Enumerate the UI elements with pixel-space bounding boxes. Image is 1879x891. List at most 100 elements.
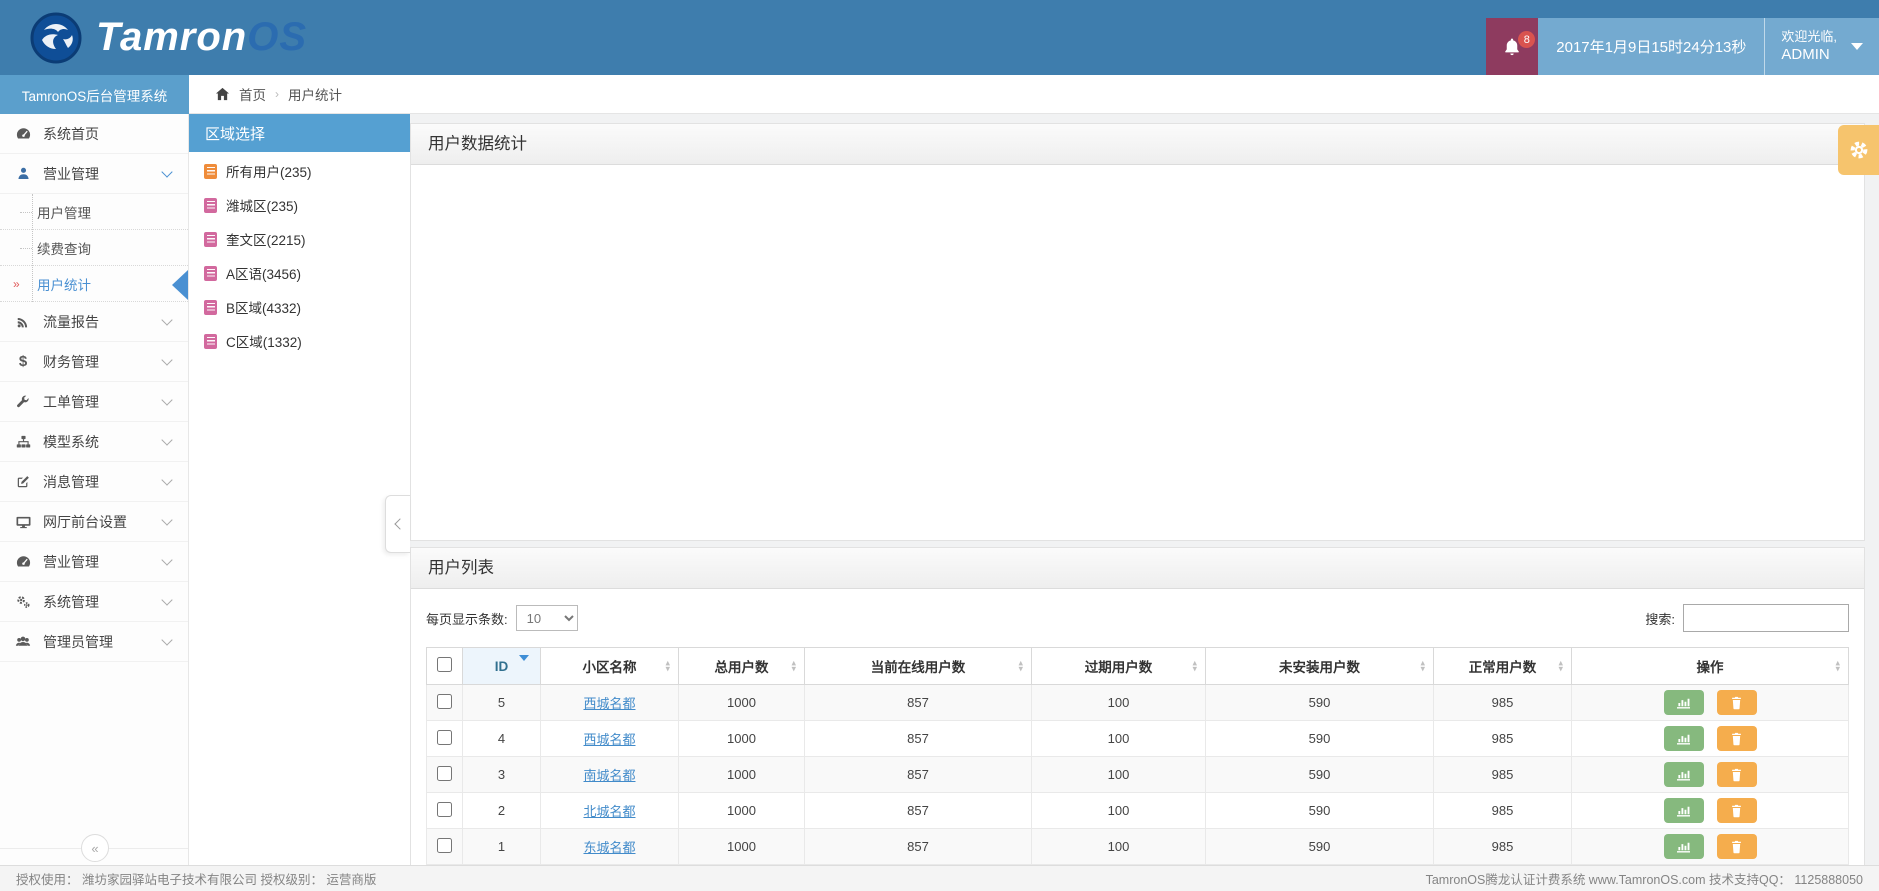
- cell-online: 857: [804, 684, 1032, 721]
- bar-chart-icon: [1677, 842, 1690, 853]
- home-icon[interactable]: [215, 87, 230, 101]
- delete-button[interactable]: [1716, 762, 1757, 787]
- sidebar-collapse-button[interactable]: [81, 834, 109, 862]
- sidebar-item-admins[interactable]: 管理员管理: [0, 622, 188, 662]
- sidebar-item-portal[interactable]: 网厅前台设置: [0, 502, 188, 542]
- delete-button[interactable]: [1716, 726, 1757, 751]
- chevron-down-icon: [161, 514, 173, 526]
- column-header-total[interactable]: 总用户数: [678, 647, 805, 685]
- column-header-name[interactable]: 小区名称: [540, 647, 679, 685]
- row-checkbox[interactable]: [437, 729, 452, 745]
- username-text: ADMIN: [1781, 46, 1830, 64]
- region-item-all-users[interactable]: 所有用户(235): [189, 154, 410, 188]
- sort-icon: [1192, 660, 1197, 671]
- sidebar-item-home[interactable]: 系统首页: [0, 114, 188, 154]
- cell-total: 1000: [678, 720, 805, 757]
- select-all-header[interactable]: [426, 647, 463, 685]
- region-panel: 区域选择 所有用户(235) 潍城区(235) 奎文区(2215) A区语(34…: [189, 114, 410, 865]
- sidebar-item-label: 系统管理: [43, 593, 99, 610]
- building-icon: [204, 265, 217, 281]
- row-checkbox[interactable]: [437, 693, 452, 709]
- delete-button[interactable]: [1716, 834, 1757, 859]
- chevron-down-icon: [161, 434, 173, 446]
- delete-button[interactable]: [1716, 690, 1757, 715]
- footer-license-text: 授权使用： 潍坊家园驿站电子技术有限公司 授权级别： 运营商版: [16, 873, 377, 887]
- sidebar-item-label: 消息管理: [43, 473, 99, 490]
- sidebar-submenu: 用户管理 续费查询 » 用户统计: [0, 194, 188, 302]
- column-header-uninstalled[interactable]: 未安装用户数: [1205, 647, 1434, 685]
- sort-icon: [1558, 660, 1563, 671]
- sidebar-item-label: 营业管理: [43, 553, 99, 570]
- datetime-display: 2017年1月9日15时24分13秒: [1538, 18, 1765, 75]
- region-item-b[interactable]: B区域(4332): [189, 290, 410, 324]
- search-label: 搜索:: [1645, 611, 1675, 627]
- gauge-icon: [14, 126, 32, 141]
- sidebar-item-traffic[interactable]: 流量报告: [0, 302, 188, 342]
- cell-uninstalled: 590: [1205, 828, 1434, 865]
- column-header-id[interactable]: ID: [462, 647, 541, 685]
- view-chart-button[interactable]: [1663, 690, 1704, 715]
- view-chart-button[interactable]: [1663, 834, 1704, 859]
- delete-button[interactable]: [1716, 798, 1757, 823]
- sidebar-item-message[interactable]: 消息管理: [0, 462, 188, 502]
- sidebar-item-label: 财务管理: [43, 353, 99, 370]
- view-chart-button[interactable]: [1663, 726, 1704, 751]
- cell-normal: 985: [1433, 684, 1572, 721]
- user-table: ID 小区名称 总用户数 当前在线用户数: [426, 647, 1849, 865]
- region-item-a[interactable]: A区语(3456): [189, 256, 410, 290]
- region-item-weicheng[interactable]: 潍城区(235): [189, 188, 410, 222]
- notification-count-badge: 8: [1518, 31, 1536, 48]
- column-header-online[interactable]: 当前在线用户数: [804, 647, 1032, 685]
- community-link[interactable]: 西城名都: [583, 696, 636, 711]
- users-icon: [14, 635, 32, 649]
- column-header-normal[interactable]: 正常用户数: [1433, 647, 1572, 685]
- sidebar-item-finance[interactable]: $ 财务管理: [0, 342, 188, 382]
- sidebar-item-model[interactable]: 模型系统: [0, 422, 188, 462]
- globe-logo-icon: [30, 12, 82, 63]
- cell-id: 3: [462, 756, 541, 793]
- sidebar-item-business2[interactable]: 营业管理: [0, 542, 188, 582]
- community-link[interactable]: 南城名都: [583, 768, 636, 783]
- notifications-button[interactable]: 8: [1486, 18, 1539, 75]
- panel-collapse-tab[interactable]: [385, 495, 410, 553]
- chevron-left-icon: [393, 518, 406, 530]
- settings-fab-button[interactable]: [1838, 125, 1879, 175]
- welcome-text: 欢迎光临,: [1781, 28, 1837, 44]
- breadcrumb: 首页 › 用户统计: [189, 75, 1879, 114]
- sidebar-item-system[interactable]: 系统管理: [0, 582, 188, 622]
- user-list-panel: 用户列表 每页显示条数: 10 搜索:: [410, 547, 1865, 865]
- region-item-kuiwen[interactable]: 奎文区(2215): [189, 222, 410, 256]
- page-size-select[interactable]: 10: [515, 605, 578, 631]
- breadcrumb-home[interactable]: 首页: [239, 88, 266, 103]
- view-chart-button[interactable]: [1663, 762, 1704, 787]
- active-marker-icon: »: [13, 276, 20, 291]
- sidebar-subitem-user-stats[interactable]: » 用户统计: [0, 266, 188, 302]
- select-all-checkbox[interactable]: [437, 657, 452, 672]
- cell-normal: 985: [1433, 792, 1572, 829]
- sidebar-item-workorder[interactable]: 工单管理: [0, 382, 188, 422]
- sort-icon: [791, 660, 796, 671]
- community-link[interactable]: 北城名都: [583, 804, 636, 819]
- column-header-actions[interactable]: 操作: [1571, 647, 1849, 685]
- wrench-icon: [14, 395, 32, 409]
- row-checkbox[interactable]: [437, 837, 452, 853]
- column-header-expired[interactable]: 过期用户数: [1031, 647, 1206, 685]
- sidebar-item-business[interactable]: 营业管理: [0, 154, 188, 194]
- gear-icon: [1850, 141, 1867, 159]
- stats-chart-area: [411, 165, 1864, 540]
- row-checkbox[interactable]: [437, 801, 452, 817]
- region-item-label: 潍城区(235): [226, 199, 299, 214]
- sidebar-subitem-renewal[interactable]: 续费查询: [0, 230, 188, 266]
- community-link[interactable]: 东城名都: [583, 840, 636, 855]
- chevron-down-icon: [161, 474, 173, 486]
- view-chart-button[interactable]: [1663, 798, 1704, 823]
- user-menu[interactable]: 欢迎光临, ADMIN: [1764, 18, 1879, 75]
- chevron-down-icon: [161, 314, 173, 326]
- search-input[interactable]: [1683, 604, 1849, 632]
- sidebar-subitem-user-mgmt[interactable]: 用户管理: [0, 194, 188, 230]
- table-row: 3 南城名都 1000 857 100 590 985: [426, 756, 1849, 793]
- row-checkbox[interactable]: [437, 765, 452, 781]
- community-link[interactable]: 西城名都: [583, 732, 636, 747]
- gears-icon: [14, 594, 32, 609]
- region-item-c[interactable]: C区域(1332): [189, 324, 410, 358]
